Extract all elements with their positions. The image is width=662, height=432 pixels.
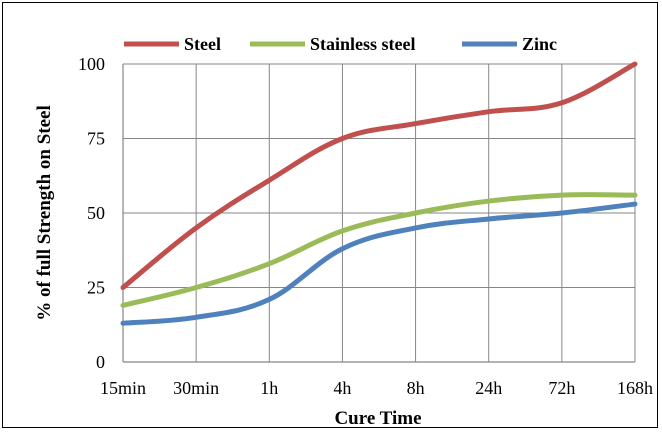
legend-label: Zinc xyxy=(522,34,557,54)
legend-item-stainless-steel: Stainless steel xyxy=(250,34,416,54)
series-line-stainless-steel xyxy=(120,192,638,308)
x-tick-label: 168h xyxy=(617,378,653,398)
x-tick-label: 72h xyxy=(548,378,575,398)
legend-item-steel: Steel xyxy=(124,34,221,54)
y-tick-label: 50 xyxy=(87,203,105,223)
axes xyxy=(122,64,635,363)
legend: Steel Stainless steel Zinc xyxy=(124,34,557,54)
y-tick-label: 0 xyxy=(96,352,105,372)
legend-label: Steel xyxy=(184,34,221,54)
series-lines xyxy=(120,61,638,326)
x-tick-label: 1h xyxy=(260,378,278,398)
y-axis-title: % of full Strength on Steel xyxy=(34,105,55,321)
legend-label: Stainless steel xyxy=(310,34,416,54)
x-tick-label: 30min xyxy=(173,378,219,398)
series-line-steel xyxy=(120,61,638,290)
legend-item-zinc: Zinc xyxy=(462,34,557,54)
y-tick-label: 25 xyxy=(87,278,105,298)
x-tick-label: 4h xyxy=(333,378,351,398)
x-tick-labels: 15min 30min 1h 4h 8h 24h 72h 168h xyxy=(100,378,653,398)
x-tick-label: 15min xyxy=(100,378,146,398)
series-line-zinc xyxy=(120,201,638,326)
y-tick-label: 100 xyxy=(78,54,105,74)
y-tick-labels: 0 25 50 75 100 xyxy=(78,54,105,372)
y-tick-label: 75 xyxy=(87,129,105,149)
x-tick-label: 24h xyxy=(475,378,502,398)
x-axis-title: Cure Time xyxy=(334,408,421,429)
x-tick-label: 8h xyxy=(407,378,425,398)
